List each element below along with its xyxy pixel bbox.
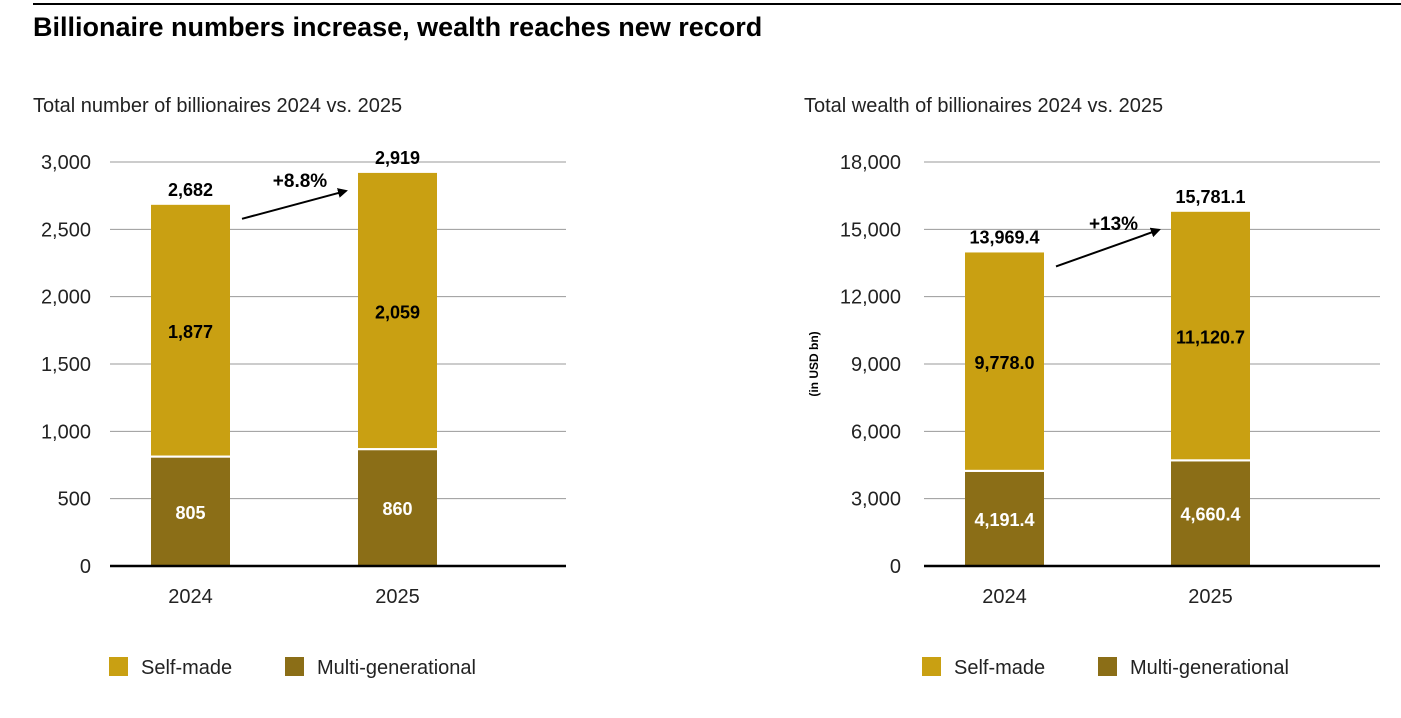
bar-multi-generational-2025 [1171,461,1250,566]
data-label-total: 13,969.4 [969,227,1039,247]
y-tick-label: 18,000 [840,152,901,174]
legend-swatch [285,657,304,676]
growth-arrow [241,188,348,220]
data-label-total: 15,781.1 [1175,187,1245,207]
data-label-multi-generational: 860 [382,499,412,519]
y-tick-label: 1,000 [41,421,91,443]
y-tick-label: 3,000 [851,489,901,511]
data-label-multi-generational: 4,191.4 [974,510,1034,530]
billionaire-count-chart: Total number of billionaires 2024 vs. 20… [33,95,566,679]
y-tick-label: 12,000 [840,287,901,309]
bar-multi-generational-2024 [151,457,230,566]
growth-label: +8.8% [273,171,328,192]
x-tick-label: 2025 [375,586,420,608]
bar-self-made-2024 [965,252,1044,470]
x-tick-label: 2025 [1188,586,1233,608]
legend-swatch [109,657,128,676]
y-tick-label: 0 [890,556,901,578]
data-label-multi-generational: 805 [175,503,205,523]
data-label-total: 2,919 [375,148,420,168]
y-tick-label: 500 [58,489,91,511]
growth-arrow [1055,227,1161,268]
legend-label: Multi-generational [1130,657,1289,679]
legend-label: Self-made [954,657,1045,679]
billionaire-wealth-chart: Total wealth of billionaires 2024 vs. 20… [804,95,1380,679]
y-tick-label: 2,500 [41,219,91,241]
growth-label: +13% [1089,214,1138,235]
data-label-self-made: 9,778.0 [974,353,1034,373]
main-title: Billionaire numbers increase, wealth rea… [33,12,763,42]
legend-label: Multi-generational [317,657,476,679]
x-tick-label: 2024 [982,586,1027,608]
bar-self-made-2025 [1171,211,1250,460]
x-tick-label: 2024 [168,586,213,608]
y-tick-label: 3,000 [41,152,91,174]
top-rule [33,3,1401,5]
legend-swatch [1098,657,1117,676]
y-tick-label: 2,000 [41,287,91,309]
y-tick-label: 15,000 [840,219,901,241]
bar-multi-generational-2025 [358,450,437,566]
data-label-self-made: 11,120.7 [1176,328,1245,348]
legend-swatch [922,657,941,676]
legend-label: Self-made [141,657,232,679]
y-tick-label: 1,500 [41,354,91,376]
bar-self-made-2025 [358,172,437,449]
data-label-total: 2,682 [168,180,213,200]
y-tick-label: 6,000 [851,421,901,443]
bar-self-made-2024 [151,204,230,456]
data-label-self-made: 1,877 [168,322,213,342]
bar-multi-generational-2024 [965,471,1044,566]
chart-subtitle: Total wealth of billionaires 2024 vs. 20… [804,95,1163,117]
data-label-self-made: 2,059 [375,303,420,323]
y-tick-label: 9,000 [851,354,901,376]
y-tick-label: 0 [80,556,91,578]
data-label-multi-generational: 4,660.4 [1180,505,1240,525]
chart-subtitle: Total number of billionaires 2024 vs. 20… [33,95,402,117]
y-axis-label: (in USD bn) [807,331,821,396]
